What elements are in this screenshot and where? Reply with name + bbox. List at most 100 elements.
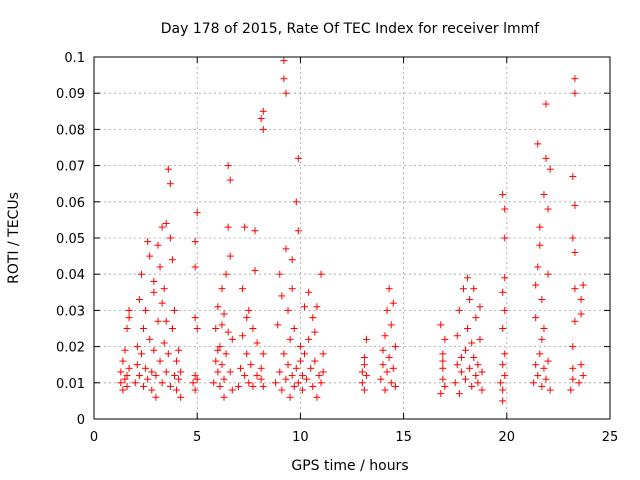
data-point [544,270,552,278]
data-point [455,306,463,314]
data-point [499,325,507,332]
data-point [532,281,540,289]
data-point [220,375,228,383]
data-point [218,361,226,369]
data-point [224,162,232,170]
data-point [284,361,292,369]
y-tick-label: 0.01 [56,377,85,392]
data-point [472,314,480,322]
data-point [540,325,548,332]
data-point [245,306,253,314]
data-point [253,339,261,347]
data-point [309,382,317,390]
data-point [156,357,164,365]
x-tick-label: 20 [499,430,516,445]
data-point [137,270,145,278]
data-point [166,382,174,390]
data-point [501,350,509,358]
data-point [234,382,242,390]
data-point [536,350,544,358]
data-point [292,198,300,206]
data-point [166,234,174,242]
data-point [546,165,554,173]
data-point [569,364,577,372]
data-point [162,317,170,325]
data-point [362,372,370,380]
y-axis-label: ROTI / TECUs [6,192,22,284]
data-point [377,375,385,383]
data-point [125,364,133,372]
data-point [140,325,148,332]
data-point [160,285,168,293]
data-point [177,393,185,401]
data-point [274,321,282,329]
data-point [245,379,253,387]
data-point [575,379,583,387]
data-point [218,321,226,329]
data-point [191,386,199,394]
data-point [290,382,298,390]
data-point [544,205,552,213]
data-point [538,296,546,304]
data-point [290,325,298,332]
y-tick-label: 0.08 [56,123,85,138]
data-point [385,353,393,361]
data-point [453,332,461,340]
data-point [220,310,228,318]
data-point [383,306,391,314]
data-point [288,256,296,264]
data-point [298,386,306,394]
data-point [259,125,267,133]
data-point [193,325,201,332]
data-point [259,107,267,115]
data-point [571,317,579,325]
data-point [191,314,199,322]
y-tick-label: 0.02 [56,341,85,356]
data-point [218,285,226,293]
data-point [497,379,505,387]
data-point [224,223,232,231]
data-point [466,364,474,372]
data-point [193,209,201,217]
data-point [437,390,445,398]
data-point [247,361,255,369]
data-point [123,325,131,332]
data-point [571,75,579,83]
data-point [387,321,395,329]
data-point [214,346,222,354]
data-point [459,285,467,293]
x-tick-label: 5 [193,430,201,445]
data-point [569,234,577,242]
data-point [391,343,399,351]
data-point [150,277,158,285]
data-point [276,368,284,376]
data-point [191,238,199,246]
data-point [286,335,294,343]
data-point [251,227,259,235]
y-tick-label: 0.05 [56,232,85,247]
data-point [534,140,542,148]
grid-lines [94,57,610,419]
data-point [538,382,546,390]
data-point [282,375,290,383]
data-point [360,386,368,394]
data-point [577,296,585,304]
data-point [158,379,166,387]
data-point [457,368,465,376]
data-point [317,379,325,387]
data-point [164,165,172,173]
data-point [158,299,166,307]
data-point [282,89,290,97]
data-point [464,325,472,332]
data-point [362,335,370,343]
data-point [220,393,228,401]
data-point [259,350,267,358]
data-point [133,361,141,369]
data-point [439,364,447,372]
data-point [222,350,230,358]
data-point [175,375,183,383]
data-point [571,89,579,97]
data-point [222,270,230,278]
data-point [140,382,148,390]
data-point [226,368,234,376]
